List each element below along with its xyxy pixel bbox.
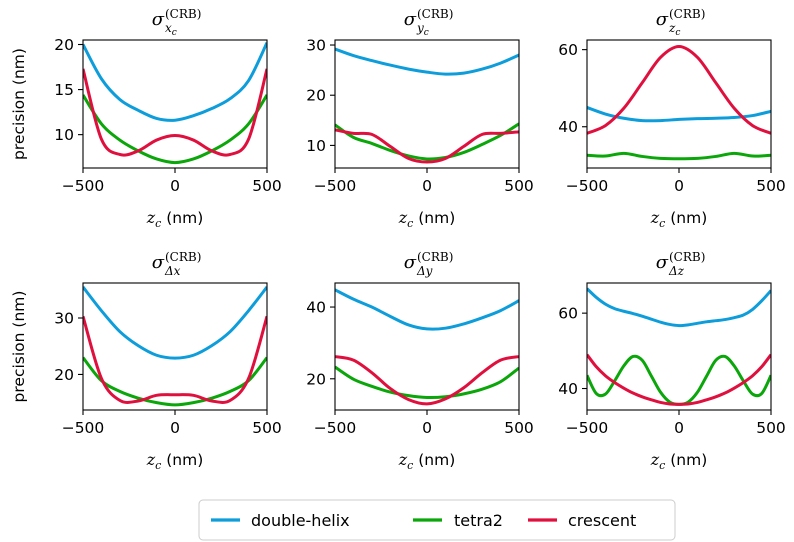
- y-tick-label: 15: [54, 81, 74, 99]
- svg-text:(CRB): (CRB): [669, 7, 705, 21]
- x-tick-label: 0: [170, 177, 180, 195]
- series-line-tetra2: [83, 356, 267, 407]
- x-axis-label: zc (nm): [146, 208, 204, 230]
- subplot-1: −500 0 500 10 15 20 precision (nm) zc (nm) σ (CRB…: [10, 7, 282, 230]
- x-tick-label: 0: [674, 419, 684, 437]
- x-tick-label: 500: [504, 177, 534, 195]
- subplot-4: −500 0 500 20 30 precision (nm) zc (nm) σ (CRB)Δ…: [10, 250, 282, 472]
- subplot-title: σ (CRB)Δy: [404, 250, 454, 278]
- subplot-title: σ (CRB)Δz: [656, 250, 706, 278]
- series-line-double-helix: [587, 287, 771, 328]
- svg-text:σ: σ: [404, 9, 417, 30]
- series-line-crescent: [335, 355, 519, 406]
- axes-frame: [586, 282, 772, 411]
- subplot-title: σ (CRB)Δx: [152, 250, 202, 278]
- svg-text:σ: σ: [656, 9, 669, 30]
- svg-text:σ: σ: [404, 252, 417, 273]
- y-tick-label: 40: [558, 380, 578, 398]
- x-tick-label: −500: [62, 419, 105, 437]
- y-tick-label: 30: [54, 309, 74, 327]
- x-tick-label: 0: [674, 177, 684, 195]
- svg-text:Δz: Δz: [668, 264, 685, 278]
- subplot-title: σ (CRB)zc: [656, 7, 706, 38]
- series-line-double-helix: [83, 42, 267, 122]
- subplot-3: −500 0 500 40 60 zc (nm) σ (CRB)zc: [558, 7, 786, 230]
- y-tick-label: 10: [306, 137, 326, 155]
- x-tick-label: −500: [314, 419, 357, 437]
- series-line-double-helix: [587, 106, 771, 123]
- legend-label-double-helix: double-helix: [251, 511, 350, 530]
- svg-text:(CRB): (CRB): [669, 250, 705, 264]
- series-line-crescent: [335, 128, 519, 164]
- svg-text:zc: zc: [668, 21, 680, 38]
- series-line-double-helix: [335, 288, 519, 331]
- x-axis-label: zc (nm): [650, 450, 708, 472]
- subplot-5: −500 0 500 20 40 zc (nm) σ (CRB)Δy: [306, 250, 534, 472]
- x-tick-label: 500: [756, 177, 786, 195]
- x-tick-label: 0: [422, 177, 432, 195]
- svg-text:(CRB): (CRB): [417, 250, 453, 264]
- subplot-title: σ (CRB)xc: [152, 7, 202, 38]
- legend-label-tetra2: tetra2: [454, 511, 503, 530]
- series-line-tetra2: [335, 365, 519, 399]
- series-line-crescent: [587, 45, 771, 135]
- series-line-crescent: [83, 68, 267, 157]
- y-tick-label: 20: [54, 366, 74, 384]
- x-axis-label: zc (nm): [398, 208, 456, 230]
- series-line-tetra2: [335, 122, 519, 161]
- svg-text:σ: σ: [656, 252, 669, 273]
- x-tick-label: 500: [504, 419, 534, 437]
- axes-frame: [586, 39, 772, 169]
- y-tick-label: 20: [306, 87, 326, 105]
- axes-frame: [82, 39, 268, 169]
- y-tick-label: 20: [54, 36, 74, 54]
- series-line-tetra2: [587, 151, 771, 161]
- series-line-double-helix: [335, 47, 519, 76]
- x-tick-label: 500: [252, 177, 282, 195]
- legend-label-crescent: crescent: [568, 511, 636, 530]
- svg-text:Δx: Δx: [164, 264, 181, 278]
- svg-text:yc: yc: [416, 21, 429, 38]
- svg-text:(CRB): (CRB): [417, 7, 453, 21]
- y-tick-label: 20: [306, 370, 326, 388]
- x-tick-label: 0: [422, 419, 432, 437]
- x-axis-label: zc (nm): [398, 450, 456, 472]
- series-line-crescent: [83, 315, 267, 404]
- y-tick-label: 10: [54, 126, 74, 144]
- legend: double-helix tetra2 crescent: [198, 499, 676, 541]
- y-axis-label: precision (nm): [10, 291, 28, 403]
- y-tick-label: 60: [558, 41, 578, 59]
- svg-text:Δy: Δy: [416, 264, 433, 278]
- y-tick-label: 40: [306, 299, 326, 317]
- series-line-crescent: [587, 353, 771, 406]
- y-axis-label: precision (nm): [10, 48, 28, 160]
- subplot-title: σ (CRB)yc: [404, 7, 454, 38]
- x-tick-label: 500: [756, 419, 786, 437]
- subplot-2: −500 0 500 10 20 30 zc (nm) σ (CRB)yc: [306, 7, 534, 230]
- x-tick-label: −500: [314, 177, 357, 195]
- x-tick-label: 0: [170, 419, 180, 437]
- y-tick-label: 40: [558, 118, 578, 136]
- x-axis-label: zc (nm): [146, 450, 204, 472]
- series-line-double-helix: [83, 286, 267, 360]
- x-tick-label: −500: [566, 419, 609, 437]
- axes-frame: [82, 282, 268, 411]
- svg-text:σ: σ: [152, 9, 165, 30]
- subplot-6: −500 0 500 40 60 zc (nm) σ (CRB)Δz: [558, 250, 786, 472]
- y-tick-label: 30: [306, 37, 326, 55]
- x-tick-label: −500: [62, 177, 105, 195]
- x-tick-label: 500: [252, 419, 282, 437]
- series-line-tetra2: [587, 354, 771, 406]
- y-tick-label: 60: [558, 305, 578, 323]
- svg-text:xc: xc: [165, 21, 177, 38]
- svg-text:(CRB): (CRB): [165, 250, 201, 264]
- svg-text:σ: σ: [152, 252, 165, 273]
- series-line-tetra2: [83, 94, 267, 165]
- svg-text:(CRB): (CRB): [165, 7, 201, 21]
- x-axis-label: zc (nm): [650, 208, 708, 230]
- x-tick-label: −500: [566, 177, 609, 195]
